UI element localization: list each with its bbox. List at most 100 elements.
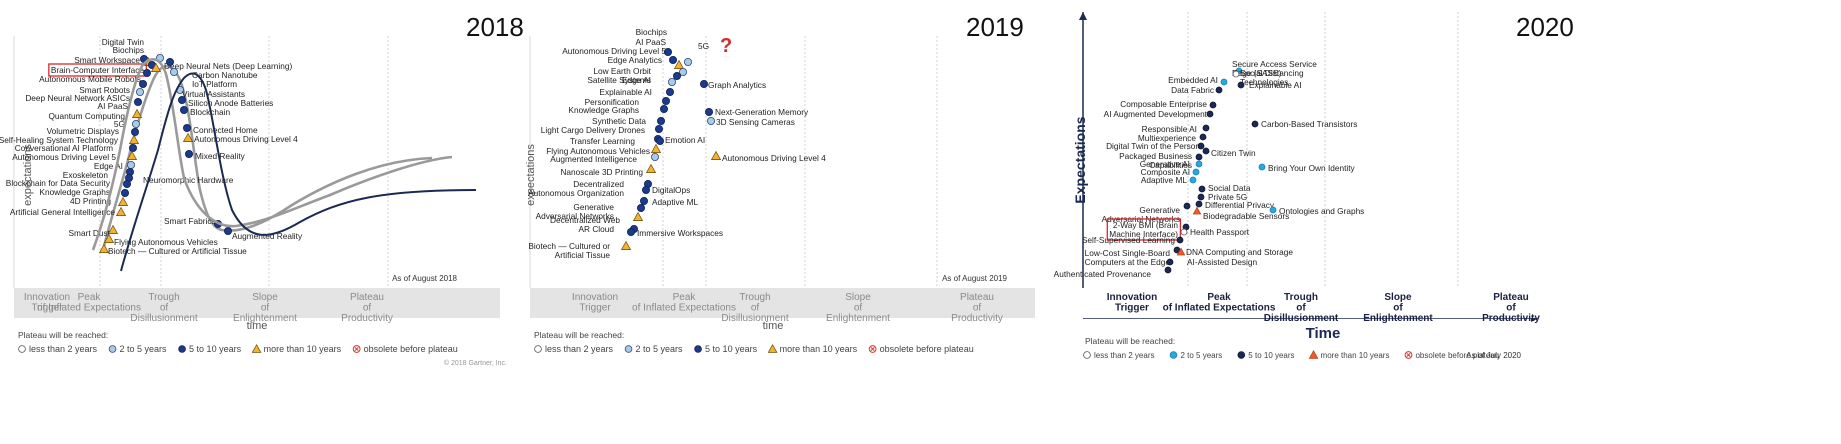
point-marker-3d-sensing-cameras	[707, 117, 716, 126]
point-label-graph-analytics: Graph Analytics	[708, 80, 766, 90]
question-mark: ?	[720, 35, 732, 57]
point-marker-autonomous-mobile-robots	[142, 69, 151, 78]
phase-label-peak-of-inflated-expectations: Peak of Inflated Expectations	[1163, 292, 1276, 314]
point-label-generative-ai: Generative AI	[1140, 159, 1190, 169]
legend-marker-more-than-10-years	[1308, 350, 1319, 359]
y-axis-label: Expectations	[1072, 116, 1088, 203]
point-label-ai-assisted-design: AI-Assisted Design	[1187, 257, 1257, 267]
point-marker-volumetric-displays	[130, 127, 139, 136]
legend-label-5-to-10-years: 5 to 10 years	[189, 344, 242, 354]
point-marker-light-cargo-delivery-drones	[655, 125, 664, 134]
point-label-volumetric-displays: Volumetric Displays	[47, 126, 119, 136]
point-label-biotech-cultured-or-artificial-tissue: Biotech — Cultured or Artificial Tissue	[528, 241, 610, 260]
panel-background	[530, 0, 1035, 444]
legend-marker-less-than-2-years	[18, 345, 26, 353]
legend-marker-2-to-5-years	[624, 345, 633, 353]
point-label-personification: Personification	[585, 97, 640, 107]
hype-curve	[120, 72, 477, 272]
point-marker-adaptive-ml	[1189, 176, 1197, 184]
point-label-authenticated-provenance: Authenticated Provenance	[1054, 269, 1152, 279]
legend-marker-5-to-10-years	[694, 345, 702, 353]
y-axis-label: expectations	[525, 144, 537, 206]
legend-label-obsolete-before-plateau: obsolete before plateau	[880, 344, 974, 354]
point-label-5g: 5G	[114, 119, 125, 129]
x-axis-label: time	[247, 320, 268, 332]
point-label-social-distancing-technologies: Social Distancing Technologies	[1240, 68, 1304, 87]
point-label-digital-twin: Digital Twin	[102, 37, 145, 47]
point-label-autonomous-driving-level-5: Autonomous Driving Level 5	[562, 46, 666, 56]
point-label-smart-dust: Smart Dust	[69, 228, 111, 238]
legend-label-less-than-2-years: less than 2 years	[1094, 351, 1154, 360]
point-label-ar-cloud: AR Cloud	[578, 224, 614, 234]
point-marker-private-5g	[1197, 193, 1205, 201]
point-marker-autonomous-driving-level-4	[182, 132, 194, 142]
point-marker-composable-enterprise	[1209, 101, 1217, 109]
point-label-differential-privacy: Differential Privacy	[1205, 200, 1275, 210]
point-label-blockchain-for-data-security: Blockchain for Data Security	[6, 178, 111, 188]
phase-label-innovation-trigger: Innovation Trigger	[1107, 292, 1158, 314]
point-label-low-earth-orbit-satellite-systems: Low Earth Orbit Satellite Systems	[587, 66, 651, 85]
point-label-connected-home: Connected Home	[193, 125, 258, 135]
point-marker-5g	[131, 120, 140, 129]
point-label-secure-access-service-edge-sase: Secure Access Service Edge (SASE)	[1232, 59, 1317, 78]
point-marker-knowledge-graphs	[660, 105, 669, 114]
point-marker-composite-ai	[1192, 168, 1200, 176]
x-axis-label: time	[763, 320, 784, 332]
point-label-ontologies-and-graphs: Ontologies and Graphs	[1279, 206, 1364, 216]
point-label-autonomous-driving-level-4: Autonomous Driving Level 4	[194, 134, 298, 144]
point-marker-iot-platform	[169, 68, 178, 77]
point-label-edge-analytics: Edge Analytics	[608, 55, 662, 65]
point-marker-quantum-computing	[131, 108, 143, 118]
point-marker-ai-paas	[133, 98, 142, 107]
phase-label-peak-of-inflated-expectations: Peak of Inflated Expectations	[632, 292, 736, 314]
point-label-nanoscale-3d-printing: Nanoscale 3D Printing	[560, 167, 643, 177]
point-label-quantum-computing: Quantum Computing	[48, 111, 125, 121]
point-marker-nanoscale-3d-printing	[645, 163, 657, 173]
point-label-edge-ai: Edge AI	[622, 75, 651, 85]
point-marker-mixed-reality	[184, 149, 193, 158]
point-label-autonomous-driving-level-5: Autonomous Driving Level 5	[12, 152, 116, 162]
legend-title: Plateau will be reached:	[18, 330, 108, 340]
point-label-digitalops: DigitalOps	[652, 185, 690, 195]
legend-label-less-than-2-years: less than 2 years	[29, 344, 98, 354]
point-label-artificial-general-intelligence: Artificial General Intelligence	[10, 207, 116, 217]
point-label-conversational-ai-platform: Conversational AI Platform	[15, 143, 113, 153]
phase-band	[14, 288, 500, 318]
point-marker-embedded-ai	[1220, 78, 1228, 86]
point-marker-explainable-ai	[1237, 81, 1245, 89]
point-label-bring-your-own-identity: Bring Your Own Identity	[1268, 163, 1356, 173]
point-marker-flying-autonomous-vehicles	[103, 233, 115, 243]
point-label-silicon-anode-batteries: Silicon Anode Batteries	[188, 98, 273, 108]
legend-label-2-to-5-years: 2 to 5 years	[120, 344, 168, 354]
point-label-self-healing-system-technology: Self-Healing System Technology	[0, 135, 119, 145]
point-marker-biodegradable-sensors	[1192, 206, 1202, 215]
point-label-dna-computing-and-storage: DNA Computing and Storage	[1186, 247, 1293, 257]
point-label-health-passport: Health Passport	[1190, 227, 1250, 237]
point-marker-responsible-ai	[1202, 124, 1210, 132]
point-marker-generative-ai	[1195, 160, 1203, 168]
point-marker-synthetic-data	[657, 117, 666, 126]
year-title: 2018	[466, 12, 524, 42]
point-label-5g: 5G	[698, 41, 709, 51]
point-marker-adaptive-ml	[640, 196, 649, 205]
point-marker-autonomous-driving-level-5	[126, 150, 138, 160]
point-marker-connected-home	[182, 124, 191, 133]
point-label-smart-workspace: Smart Workspace	[74, 55, 140, 65]
legend-label-more-than-10-years: more than 10 years	[1321, 351, 1390, 360]
point-label-synthetic-data: Synthetic Data	[592, 116, 646, 126]
legend-marker-2-to-5-years	[1169, 351, 1178, 359]
point-marker-social-data	[1198, 185, 1206, 193]
point-label-next-generation-memory: Next-Generation Memory	[715, 107, 809, 117]
phase-label-trough-of-disillusionment: Trough of Disillusionment	[1264, 292, 1339, 324]
legend-marker-5-to-10-years	[1237, 351, 1246, 359]
point-label-decentralized-web: Decentralized Web	[550, 215, 620, 225]
point-marker-augmented-intelligence	[651, 152, 660, 161]
point-marker-graph-analytics	[700, 80, 709, 89]
point-label-packaged-business-capabilities: Packaged Business Capabilities	[1119, 151, 1192, 170]
point-marker-generative-adversarial-networks	[637, 203, 646, 212]
point-label-adaptive-ml: Adaptive ML	[1141, 175, 1188, 185]
point-marker-brain-computer-interface	[150, 62, 162, 72]
legend-label-less-than-2-years: less than 2 years	[545, 344, 614, 354]
point-marker-digital-twin-of-the-person	[1197, 142, 1205, 150]
